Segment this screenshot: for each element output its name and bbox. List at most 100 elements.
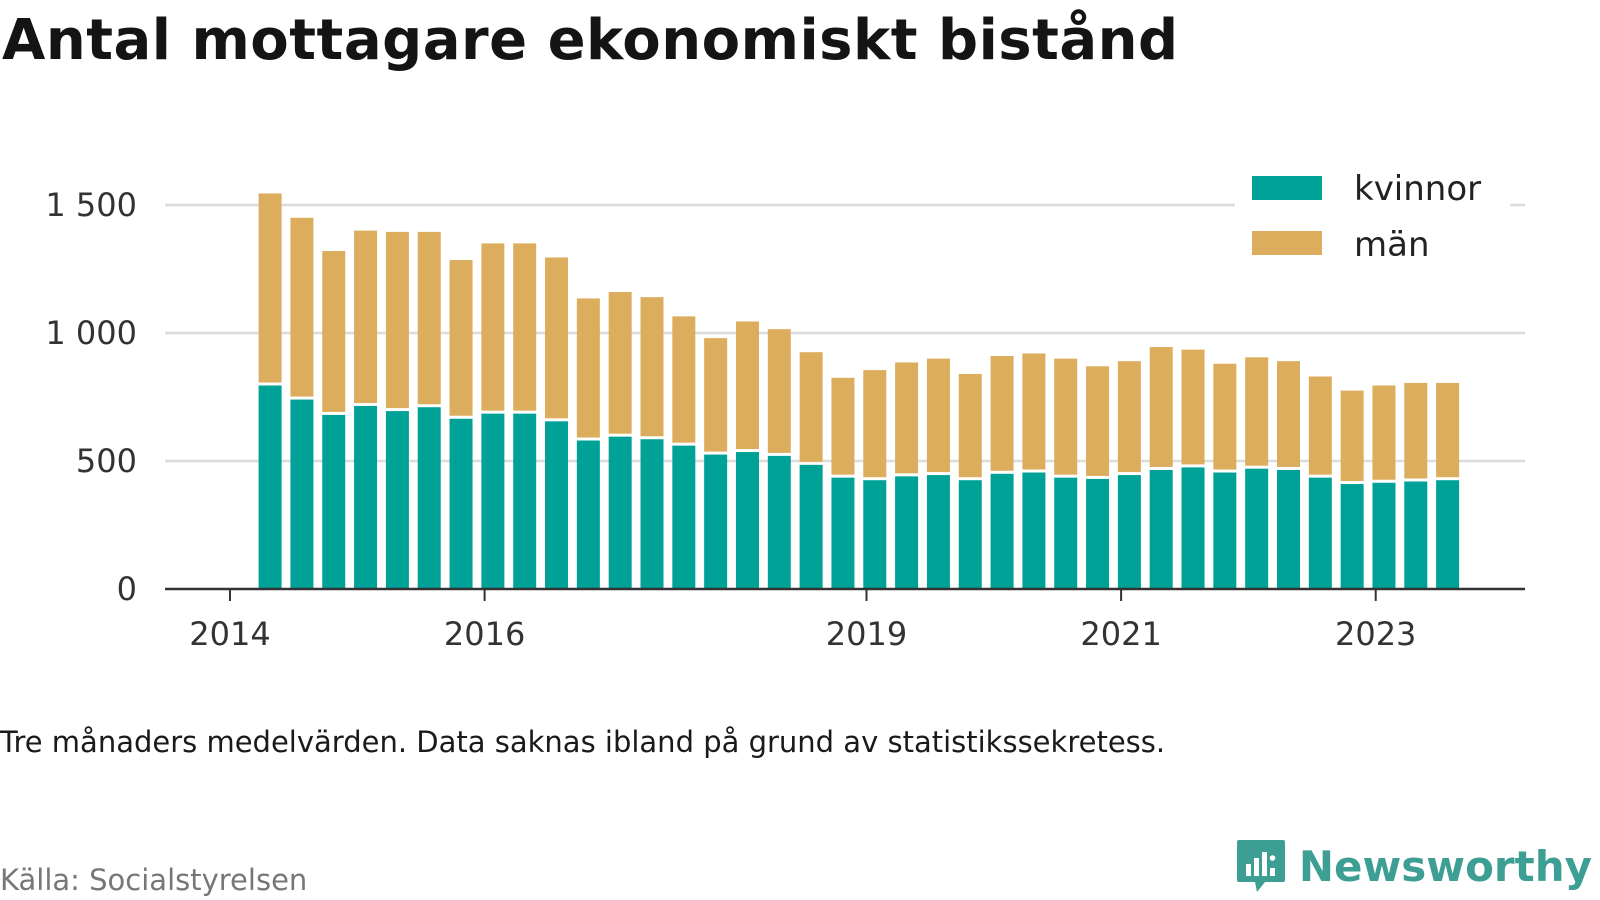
bar-kvinnor (895, 476, 919, 589)
legend-swatch-kvinnor (1252, 176, 1322, 200)
bar-man (672, 316, 696, 443)
bar-man (1245, 357, 1269, 466)
x-tick-label: 2023 (1335, 615, 1416, 653)
x-tick-label: 2021 (1080, 615, 1161, 653)
bar-kvinnor (1340, 484, 1364, 589)
brand-name: Newsworthy (1298, 841, 1592, 891)
legend-label-man: män (1354, 225, 1430, 265)
bar-kvinnor (608, 436, 632, 589)
bar-man (895, 362, 919, 474)
bar-man (290, 217, 314, 397)
bar-man (1213, 363, 1237, 470)
bar-man (640, 297, 664, 437)
bar-man (1276, 361, 1300, 467)
bar-man (1022, 353, 1046, 470)
bar-man (1372, 385, 1396, 480)
bar-man (1086, 366, 1110, 476)
bar-kvinnor (417, 407, 441, 589)
bar-man (799, 352, 823, 462)
bar-kvinnor (322, 414, 346, 589)
bar-kvinnor (1117, 475, 1141, 589)
bar-man (1436, 382, 1460, 478)
bar-man (258, 193, 282, 383)
bar-man (1181, 349, 1205, 465)
bar-kvinnor (1213, 472, 1237, 589)
bar-kvinnor (735, 452, 759, 589)
bar-kvinnor (1022, 472, 1046, 589)
bar-kvinnor (990, 473, 1014, 589)
bar-kvinnor (1372, 482, 1396, 589)
bar-man (735, 321, 759, 450)
bar-kvinnor (576, 440, 600, 589)
bar-man (1117, 361, 1141, 473)
x-tick-label: 2019 (826, 615, 907, 653)
legend-swatch-man (1252, 231, 1322, 255)
y-tick-label: 500 (76, 442, 137, 480)
bar-man (1308, 376, 1332, 475)
bar-man (926, 358, 950, 473)
bar-kvinnor (926, 475, 950, 589)
bars (258, 193, 1460, 589)
bar-man (863, 370, 887, 478)
bar-man (417, 231, 441, 405)
bar-man (513, 243, 537, 411)
bar-kvinnor (863, 480, 887, 589)
bar-kvinnor (1181, 467, 1205, 589)
chart-note: Tre månaders medelvärden. Data saknas ib… (0, 725, 1166, 759)
bar-kvinnor (545, 421, 569, 589)
bar-kvinnor (385, 411, 409, 589)
bar-kvinnor (449, 418, 473, 589)
bar-man (545, 257, 569, 419)
bar-kvinnor (1149, 469, 1173, 589)
bar-kvinnor (1308, 477, 1332, 589)
bar-man (385, 231, 409, 409)
bar-man (449, 260, 473, 416)
bar-man (1149, 347, 1173, 467)
legend: kvinnor män (1235, 160, 1510, 278)
y-tick-label: 1 500 (45, 186, 137, 224)
x-tick-label: 2016 (444, 615, 525, 653)
bar-kvinnor (672, 445, 696, 589)
legend-label-kvinnor: kvinnor (1354, 169, 1481, 209)
y-tick-label: 1 000 (45, 314, 137, 352)
source-label: Källa: Socialstyrelsen (0, 863, 308, 897)
bar-kvinnor (958, 480, 982, 589)
bar-kvinnor (704, 454, 728, 589)
x-tick-label: 2014 (189, 615, 270, 653)
bar-kvinnor (1276, 469, 1300, 589)
bar-man (481, 243, 505, 411)
bar-man (1054, 358, 1078, 475)
bar-man (354, 230, 378, 403)
newsworthy-bar-chart-logo-icon (1236, 840, 1285, 892)
bar-man (1340, 390, 1364, 482)
chart-title: Antal mottagare ekonomiskt bistånd (2, 8, 1179, 73)
bar-kvinnor (258, 385, 282, 589)
bar-man (958, 373, 982, 478)
bar-kvinnor (1404, 481, 1428, 589)
bar-man (576, 298, 600, 438)
bar-man (1404, 382, 1428, 479)
bar-kvinnor (354, 405, 378, 589)
bar-kvinnor (1086, 478, 1110, 589)
bar-kvinnor (831, 477, 855, 589)
bar-man (608, 292, 632, 434)
bar-man (704, 338, 728, 452)
y-tick-label: 0 (117, 570, 137, 608)
bar-kvinnor (1436, 480, 1460, 589)
y-axis-tick-labels: 0 500 1 000 1 500 (45, 186, 137, 608)
brand-logo: Newsworthy (1235, 838, 1592, 894)
bar-kvinnor (290, 399, 314, 589)
bar-man (990, 356, 1014, 471)
bar-kvinnor (481, 413, 505, 589)
bar-kvinnor (513, 413, 537, 589)
bar-kvinnor (1245, 468, 1269, 589)
bar-man (831, 377, 855, 475)
bar-kvinnor (640, 439, 664, 589)
bar-man (322, 251, 346, 412)
bar-kvinnor (1054, 477, 1078, 589)
x-axis: 2014 2016 2019 2021 2023 (165, 587, 1525, 653)
bar-kvinnor (767, 455, 791, 589)
bar-man (767, 329, 791, 453)
bar-kvinnor (799, 464, 823, 589)
